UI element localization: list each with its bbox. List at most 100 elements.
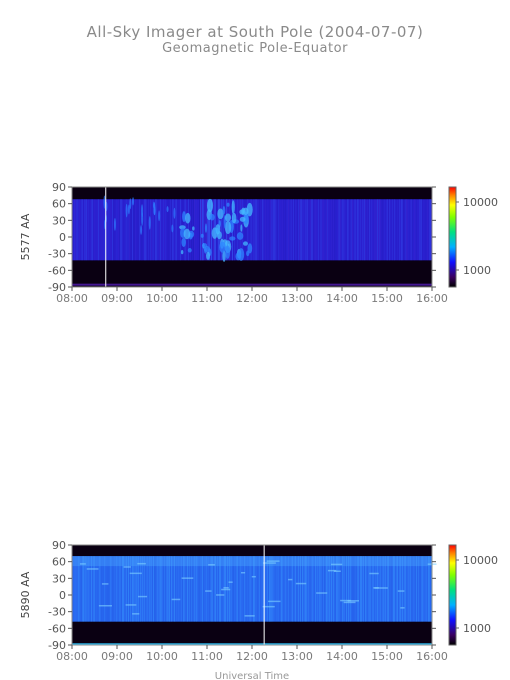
- heatmap-streak: [310, 556, 311, 622]
- heatmap-streak: [277, 556, 278, 622]
- heatmap-streak: [330, 199, 331, 260]
- heatmap-streak: [383, 556, 384, 622]
- colorbar: [449, 187, 456, 287]
- heatmap-streak: [402, 199, 403, 261]
- heatmap-streak: [78, 199, 79, 261]
- heatmap-streak: [333, 199, 334, 261]
- heatmap-streak: [290, 199, 291, 261]
- heatmap-streak: [162, 199, 163, 261]
- heatmap-streak: [348, 199, 349, 261]
- heatmap-streak: [102, 556, 103, 622]
- airglow-feature: [181, 577, 194, 579]
- y-axis-label: 5890 AA: [19, 571, 32, 618]
- heatmap-streak: [430, 199, 431, 261]
- heatmap-streak: [373, 199, 374, 261]
- heatmap-streak: [399, 199, 400, 261]
- heatmap-streak: [297, 556, 298, 622]
- x-tick-label: 13:00: [281, 650, 313, 663]
- heatmap-streak: [206, 556, 207, 622]
- heatmap-streak: [86, 199, 87, 261]
- heatmap-streak: [112, 199, 113, 261]
- heatmap-streak: [331, 556, 332, 622]
- heatmap-streak: [267, 556, 268, 622]
- heatmap-streak: [382, 199, 383, 261]
- heatmap-streak: [211, 199, 212, 261]
- aurora-feature: [242, 241, 248, 246]
- heatmap-streak: [177, 556, 178, 622]
- heatmap-streak: [358, 556, 359, 622]
- heatmap-streak: [327, 556, 328, 622]
- heatmap-streak: [396, 199, 397, 261]
- heatmap-streak: [325, 199, 326, 260]
- heatmap-streak: [391, 199, 392, 260]
- heatmap-streak: [262, 556, 263, 622]
- aurora-feature: [229, 236, 236, 241]
- heatmap-streak: [374, 556, 375, 622]
- heatmap-streak: [260, 556, 261, 622]
- heatmap-streak: [345, 199, 346, 260]
- aurora-feature: [185, 212, 191, 224]
- heatmap-streak: [178, 199, 179, 260]
- heatmap-streak: [325, 556, 326, 622]
- heatmap-streak: [149, 556, 150, 622]
- panel-1: [68, 186, 459, 291]
- heatmap-streak: [73, 199, 74, 261]
- heatmap-streak: [321, 199, 322, 261]
- heatmap-streak: [251, 556, 252, 622]
- heatmap-streak: [294, 199, 295, 261]
- heatmap-streak: [385, 199, 386, 261]
- heatmap-streak: [292, 556, 293, 622]
- heatmap-streak: [172, 556, 173, 622]
- heatmap-streak: [397, 199, 398, 260]
- heatmap-streak: [254, 556, 255, 622]
- heatmap-streak: [126, 556, 127, 622]
- heatmap-streak: [211, 556, 212, 622]
- aurora-feature: [125, 203, 128, 218]
- heatmap-streak: [266, 199, 267, 261]
- heatmap-streak: [202, 556, 203, 622]
- heatmap-streak: [81, 556, 82, 622]
- heatmap-streak: [198, 199, 199, 261]
- heatmap-streak: [76, 199, 77, 261]
- heatmap-streak: [334, 199, 335, 261]
- heatmap-streak: [193, 556, 194, 622]
- heatmap-streak: [159, 556, 160, 622]
- heatmap-streak: [245, 199, 246, 261]
- heatmap-streak: [304, 556, 305, 622]
- heatmap-streak: [424, 199, 425, 260]
- airglow-feature: [244, 615, 255, 617]
- heatmap-streak: [239, 556, 240, 622]
- heatmap-streak: [83, 199, 84, 261]
- airglow-feature: [98, 604, 112, 607]
- aurora-feature: [239, 216, 246, 222]
- heatmap-streak: [122, 556, 123, 622]
- heatmap-streak: [268, 556, 269, 622]
- heatmap-streak: [311, 199, 312, 261]
- heatmap-streak: [235, 556, 236, 622]
- heatmap-streak: [293, 556, 294, 622]
- heatmap-streak: [208, 556, 209, 622]
- heatmap-streak: [214, 556, 215, 622]
- heatmap-streak: [428, 556, 429, 622]
- heatmap-streak: [319, 199, 320, 261]
- heatmap-streak: [318, 199, 319, 261]
- heatmap-streak: [192, 556, 193, 622]
- heatmap-streak: [167, 556, 168, 622]
- heatmap-streak: [146, 199, 147, 261]
- heatmap-streak: [97, 556, 98, 622]
- heatmap-streak: [264, 199, 265, 260]
- airglow-feature: [397, 590, 405, 592]
- heatmap-streak: [412, 556, 413, 622]
- heatmap-streak: [243, 556, 244, 622]
- heatmap-streak: [262, 199, 263, 261]
- heatmap-streak: [73, 556, 74, 622]
- heatmap-streak: [293, 199, 294, 261]
- heatmap-streak: [253, 556, 254, 622]
- heatmap-streak: [284, 556, 285, 622]
- heatmap-streak: [174, 556, 175, 622]
- airglow-feature: [132, 613, 140, 615]
- heatmap-streak: [352, 556, 353, 622]
- heatmap-streak: [105, 556, 106, 622]
- heatmap-streak: [329, 199, 330, 260]
